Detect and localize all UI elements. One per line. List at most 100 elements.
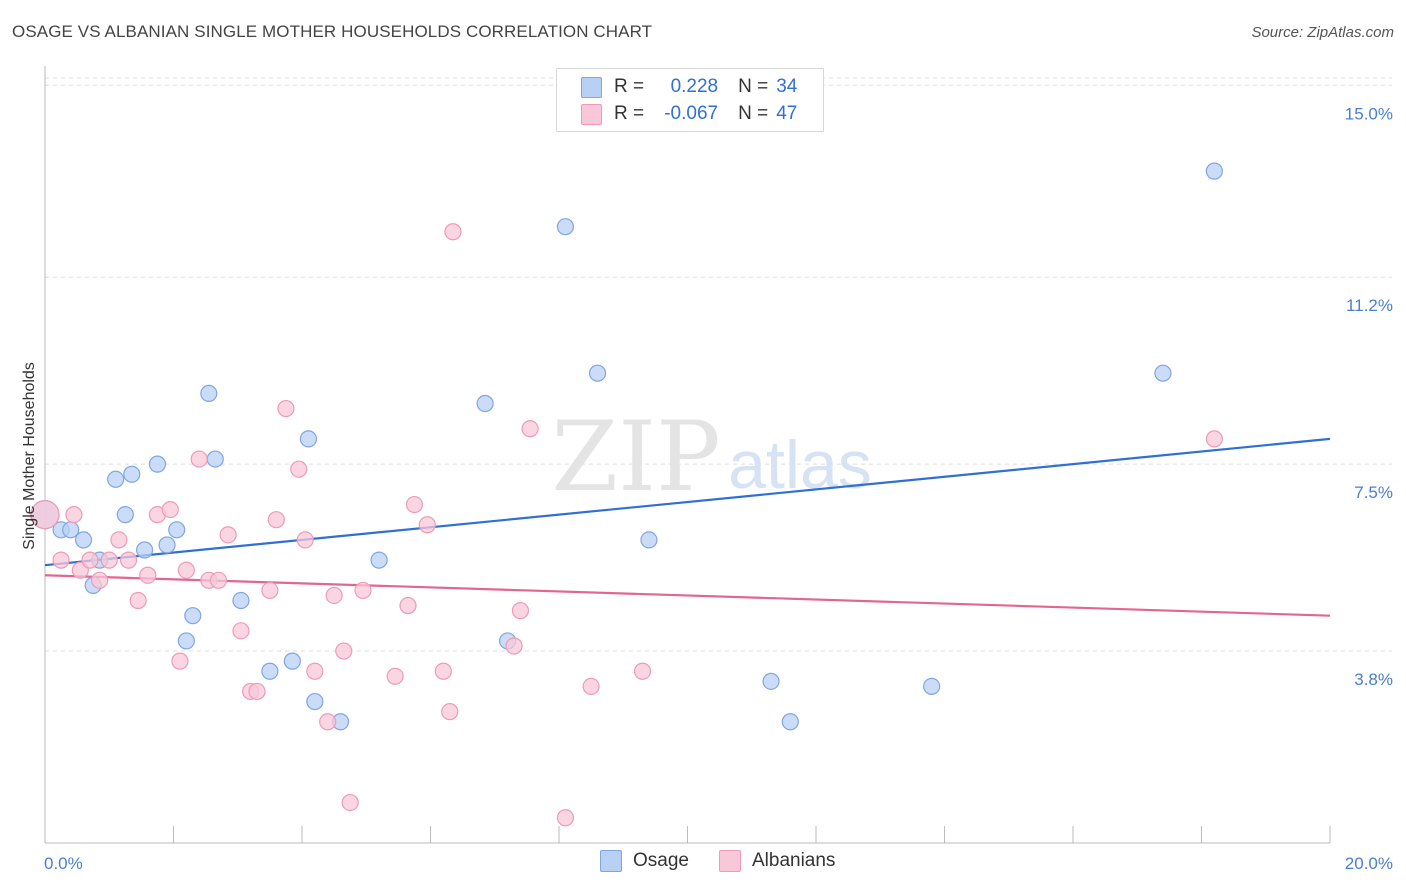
point-osage — [184, 607, 202, 625]
point-albanians — [171, 652, 189, 670]
y-tick-label: 7.5% — [1354, 483, 1393, 502]
trend-lines — [44, 437, 1331, 617]
point-albanians — [354, 581, 372, 600]
point-albanians — [444, 223, 462, 241]
point-albanians — [261, 581, 279, 600]
point-osage — [168, 521, 186, 539]
point-albanians — [511, 602, 530, 620]
legend-row-osage: R = 0.228 N = 34 — [581, 74, 797, 100]
data-points — [30, 162, 1223, 827]
legend-item-albanians: Albanians — [718, 850, 836, 872]
r-label: R = — [614, 103, 645, 124]
point-albanians — [521, 420, 539, 438]
point-albanians — [139, 566, 157, 584]
point-albanians — [1205, 430, 1223, 448]
point-osage — [923, 677, 941, 696]
chart-title: OSAGE VS ALBANIAN SINGLE MOTHER HOUSEHOL… — [12, 22, 653, 41]
point-albanians — [405, 495, 424, 514]
r-value: 0.228 — [670, 76, 719, 97]
point-osage — [306, 692, 324, 711]
trend-line-osage — [44, 437, 1331, 567]
source-label: Source: ZipAtlas.com — [1251, 24, 1394, 41]
legend-label-osage: Osage — [633, 850, 689, 871]
y-tick-label: 11.2% — [1346, 296, 1393, 315]
point-albanians — [505, 637, 523, 655]
point-albanians — [341, 793, 359, 812]
point-osage — [762, 672, 780, 690]
point-osage — [158, 536, 176, 554]
point-albanians — [267, 511, 285, 529]
tick-labels: 3.8% 7.5% 11.2% 15.0% 0.0% 20.0% — [44, 104, 1393, 873]
point-albanians — [335, 642, 353, 660]
x-tick-label-min: 0.0% — [44, 854, 83, 873]
osage-swatch — [600, 850, 622, 872]
point-osage — [200, 384, 218, 403]
albanians-swatch — [581, 103, 602, 125]
point-osage — [476, 394, 494, 413]
trend-line-albanians — [44, 574, 1331, 617]
series-legend: Osage Albanians — [600, 850, 865, 872]
n-value: 34 — [776, 76, 798, 97]
osage-swatch — [581, 76, 602, 98]
axes — [44, 66, 1331, 844]
watermark: ZIP atlas — [551, 401, 871, 513]
point-albanians — [100, 551, 118, 569]
point-albanians — [296, 531, 314, 549]
point-osage — [74, 531, 93, 549]
grid-lines — [45, 77, 1392, 652]
point-osage — [299, 430, 318, 448]
point-osage — [177, 632, 195, 650]
albanians-swatch — [718, 850, 741, 872]
y-tick-label: 3.8% — [1354, 670, 1393, 689]
point-osage — [261, 662, 279, 680]
point-albanians — [386, 667, 404, 685]
point-osage — [556, 218, 575, 236]
point-albanians — [633, 662, 652, 680]
point-osage — [781, 713, 799, 731]
point-osage — [640, 531, 658, 549]
point-osage — [116, 506, 134, 524]
point-albanians — [177, 561, 195, 579]
correlation-legend: R = 0.228 N = 34 R = -0.067 N = 47 — [556, 68, 824, 132]
point-albanians — [248, 682, 266, 701]
r-label: R = — [614, 76, 645, 97]
point-albanians — [306, 662, 324, 680]
point-osage — [135, 541, 154, 559]
y-axis-label: Single Mother Households — [21, 362, 38, 550]
point-albanians — [65, 506, 83, 524]
n-value: 47 — [776, 103, 798, 124]
point-albanians — [556, 809, 575, 827]
point-albanians — [290, 460, 308, 478]
legend-item-osage: Osage — [600, 850, 689, 872]
point-albanians — [582, 677, 600, 696]
legend-row-albanians: R = -0.067 N = 47 — [581, 101, 797, 127]
point-osage — [370, 551, 388, 569]
point-albanians — [319, 713, 337, 731]
point-osage — [1154, 364, 1172, 382]
point-albanians — [110, 531, 128, 549]
point-osage — [148, 455, 167, 473]
point-osage — [123, 465, 141, 483]
point-albanians — [209, 571, 228, 589]
watermark-zip: ZIP — [551, 401, 720, 513]
point-albanians — [81, 551, 99, 569]
point-osage — [1205, 162, 1223, 180]
point-albanians — [30, 500, 60, 530]
legend-label-albanians: Albanians — [751, 850, 836, 871]
point-albanians — [441, 703, 459, 721]
r-value: -0.067 — [664, 103, 719, 124]
point-albanians — [119, 551, 138, 569]
point-osage — [107, 470, 125, 488]
n-label: N = — [738, 103, 769, 124]
point-albanians — [277, 399, 295, 418]
point-osage — [588, 364, 607, 382]
point-albanians — [52, 551, 70, 569]
point-albanians — [434, 662, 452, 680]
point-albanians — [325, 586, 343, 605]
point-albanians — [129, 591, 147, 610]
point-osage — [206, 450, 224, 468]
n-label: N = — [738, 76, 769, 97]
point-albanians — [418, 516, 436, 534]
point-albanians — [232, 622, 250, 640]
